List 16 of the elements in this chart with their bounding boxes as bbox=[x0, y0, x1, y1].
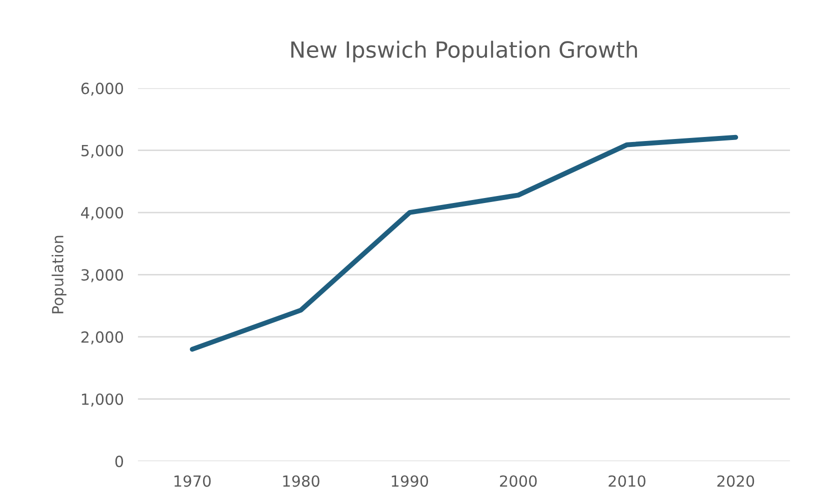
y-tick-label: 5,000 bbox=[81, 144, 124, 158]
x-tick-label: 1970 bbox=[174, 475, 211, 487]
x-tick-label: 1980 bbox=[283, 475, 320, 487]
line-series bbox=[190, 134, 738, 352]
y-tick-label: 1,000 bbox=[82, 393, 124, 407]
chart-title: New Ipswich Population Growth bbox=[291, 40, 637, 62]
x-tick-label: 2010 bbox=[608, 475, 646, 487]
y-axis-title: Population bbox=[52, 236, 66, 314]
y-tick-label: 3,000 bbox=[81, 269, 124, 282]
y-tick-label: 0 bbox=[115, 456, 124, 468]
y-tick-label: 2,000 bbox=[81, 331, 124, 344]
x-tick-label: 1990 bbox=[392, 475, 428, 487]
x-tick-label: 2020 bbox=[717, 475, 754, 487]
x-tick-label: 2000 bbox=[500, 475, 537, 487]
y-tick-label: 6,000 bbox=[81, 82, 124, 96]
y-tick-label: 4,000 bbox=[81, 206, 124, 220]
